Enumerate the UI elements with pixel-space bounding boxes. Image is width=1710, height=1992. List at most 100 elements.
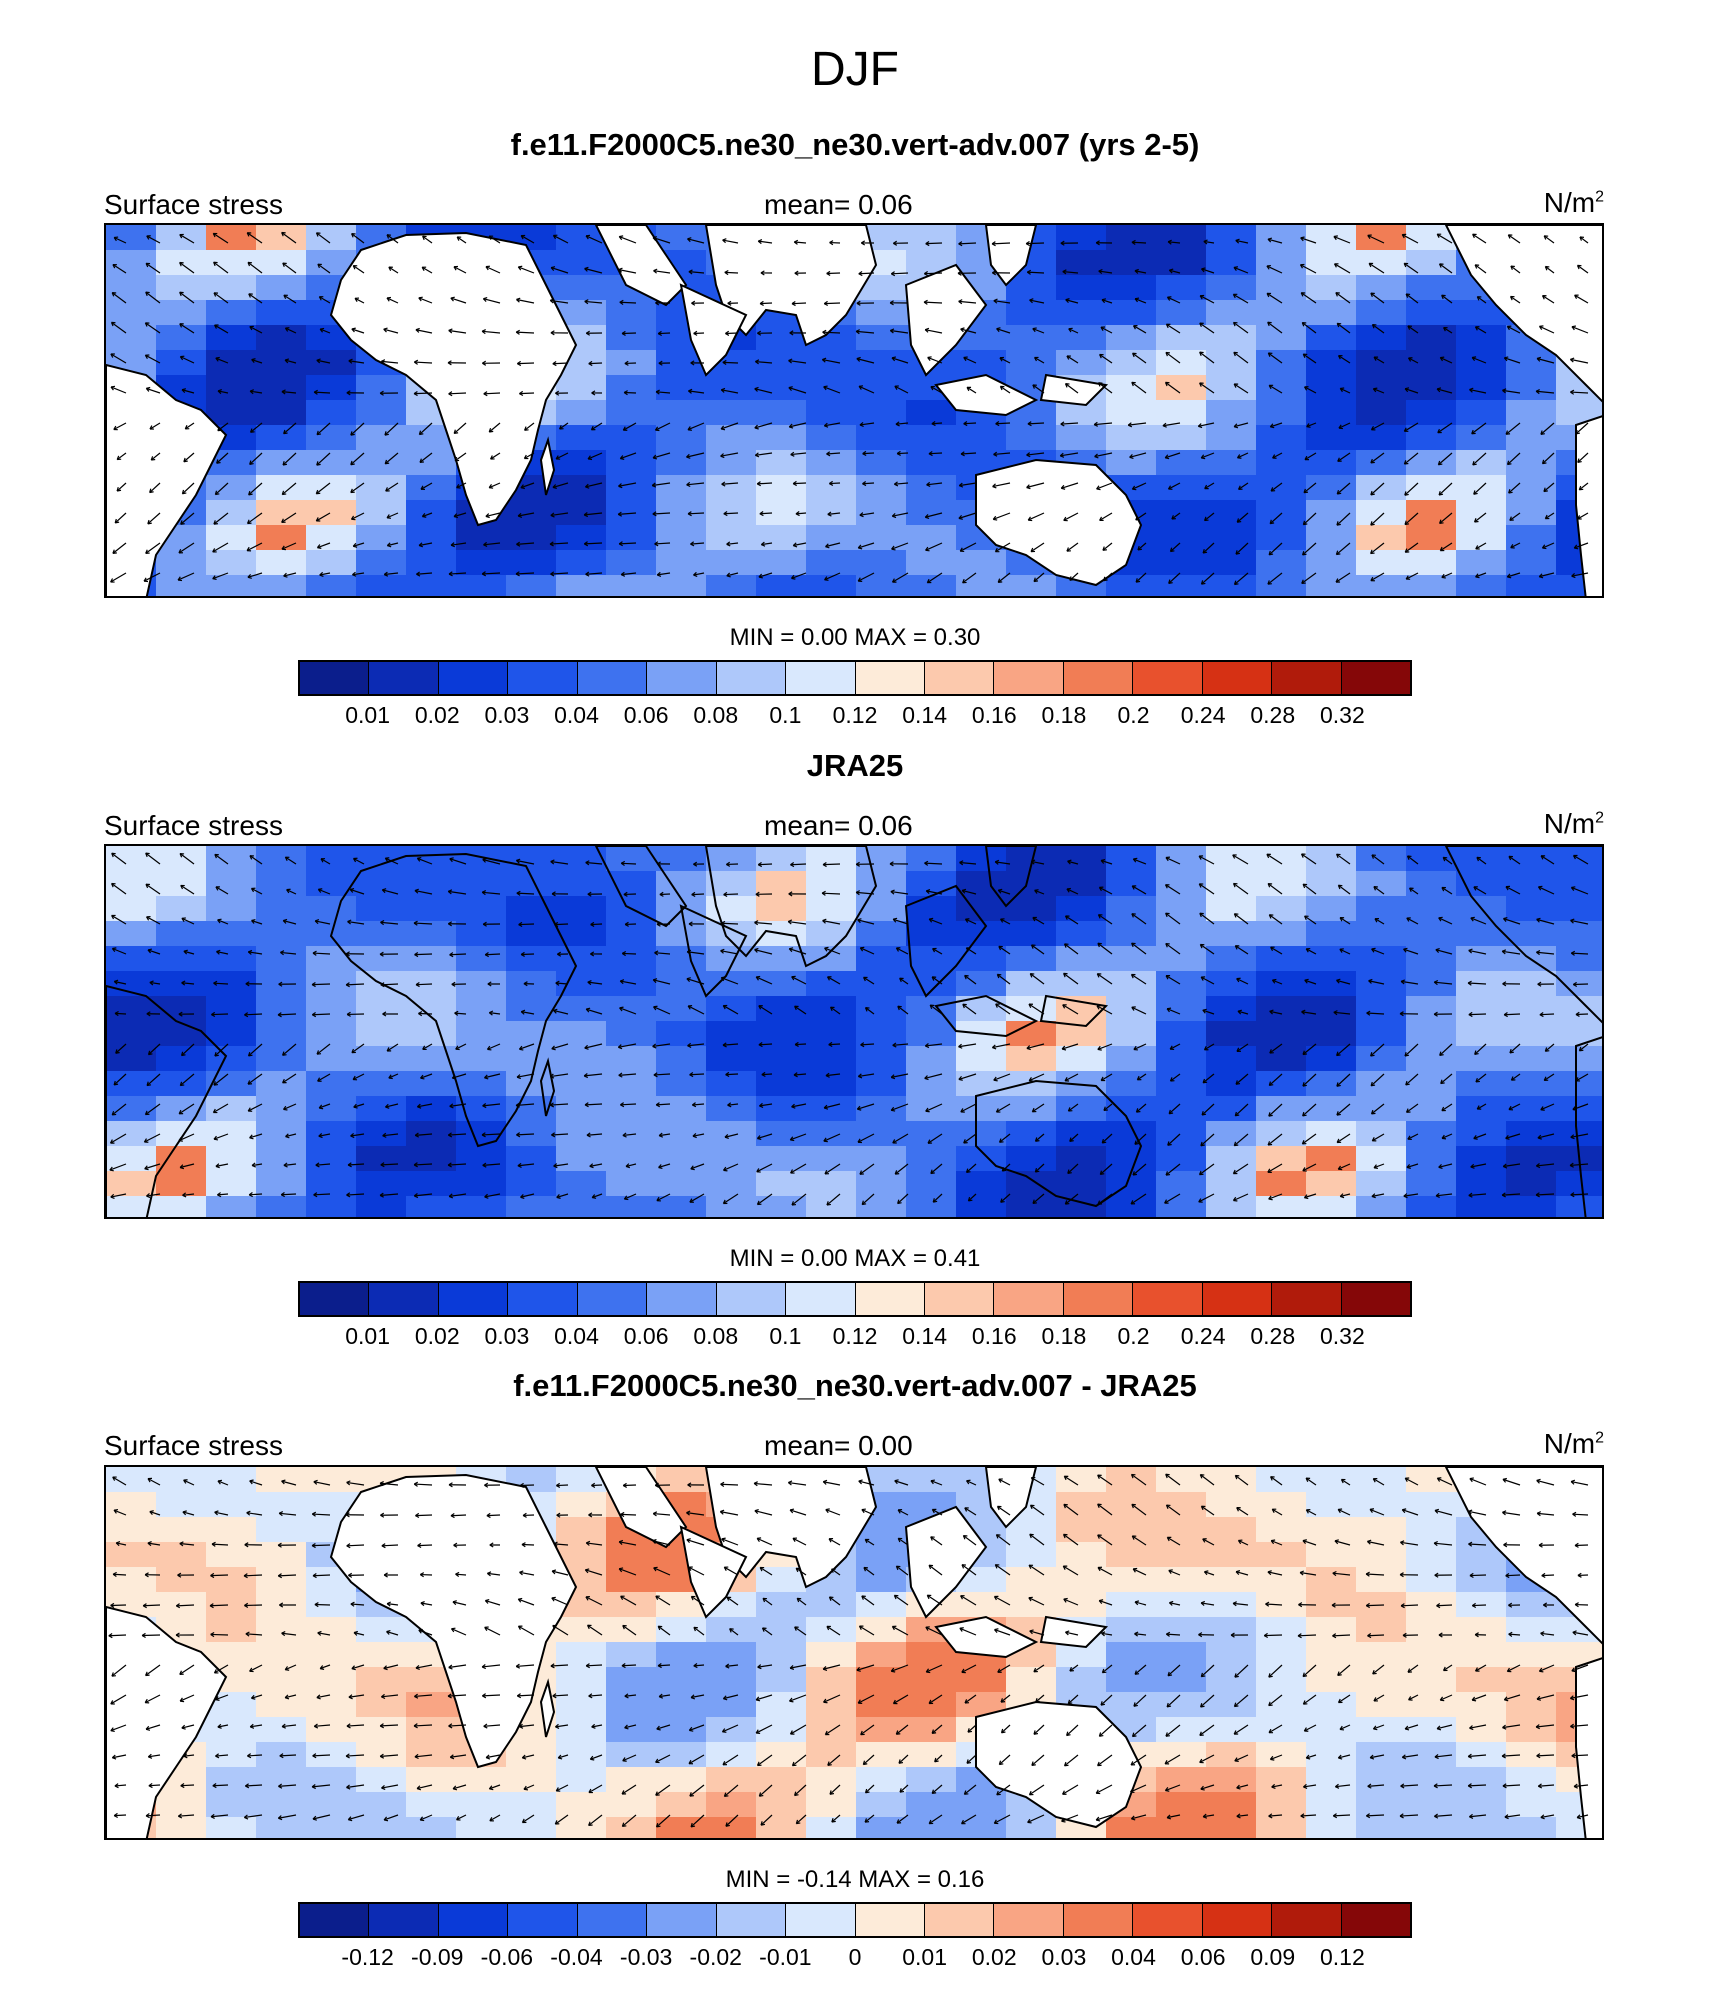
stress-vector-head <box>691 1102 697 1108</box>
stress-vector-head <box>1035 1698 1040 1703</box>
stress-vector <box>1337 1163 1351 1170</box>
field-cell <box>1006 896 1057 922</box>
stress-vector-head <box>1098 1732 1104 1737</box>
stress-vector-head <box>1100 326 1106 331</box>
stress-vector <box>1032 328 1045 334</box>
stress-vectors <box>108 1473 1589 1828</box>
field-cell <box>1006 325 1057 351</box>
panel-3-units-label: N/m2 <box>1543 1428 1604 1459</box>
stress-vector <box>861 1595 875 1606</box>
stress-vector <box>519 392 535 395</box>
stress-vector-head <box>1536 1511 1542 1517</box>
stress-vector-head <box>180 884 185 890</box>
stress-vector-head <box>520 484 525 490</box>
stress-vector <box>585 861 603 865</box>
stress-vector-head <box>992 483 997 489</box>
stress-vector <box>248 1043 263 1057</box>
stress-vector-head <box>312 1815 317 1821</box>
stress-vector <box>283 919 297 925</box>
field-cell <box>1506 500 1557 526</box>
stress-vector-head <box>381 1693 386 1700</box>
stress-vector-head <box>109 1139 115 1144</box>
stress-vector <box>111 1664 127 1677</box>
stress-vector <box>315 920 331 925</box>
stress-vector <box>791 1103 807 1108</box>
stress-vector <box>1475 1664 1487 1672</box>
stress-vector <box>1507 1664 1521 1672</box>
stress-vector-head <box>178 1137 183 1142</box>
stress-vector <box>1340 1193 1351 1198</box>
stress-vector-head <box>963 356 968 362</box>
stress-vector-head <box>215 1163 220 1169</box>
stress-vector-head <box>353 1103 358 1109</box>
stress-vector <box>1168 241 1181 244</box>
stress-vector <box>1298 1634 1317 1637</box>
field-cell <box>906 1667 957 1693</box>
stress-vector <box>419 452 433 463</box>
colorbar-tick-label: 0 <box>848 1944 862 1970</box>
stress-vector-head <box>655 1822 661 1828</box>
stress-vector <box>1202 1538 1215 1546</box>
stress-vector-head <box>1470 1163 1475 1169</box>
stress-vector-head <box>385 1103 390 1109</box>
stress-vector <box>182 1193 195 1196</box>
stress-vector-head <box>960 1108 965 1113</box>
stress-vector <box>826 1193 841 1206</box>
stress-vector <box>1202 1073 1215 1084</box>
stress-vector-head <box>1569 1162 1574 1168</box>
stress-vector-head <box>890 889 895 895</box>
stress-vector <box>246 1512 263 1516</box>
stress-vector <box>247 572 263 578</box>
stress-vector-head <box>1268 1728 1274 1734</box>
stress-vector <box>415 1133 433 1136</box>
stress-vector <box>794 1005 807 1015</box>
stress-vector <box>1268 1073 1283 1086</box>
stress-vector <box>1030 1504 1045 1516</box>
stress-vector-head <box>449 1754 455 1760</box>
stress-vector <box>754 388 773 394</box>
stress-vector <box>1234 572 1249 585</box>
field-cell <box>456 1196 507 1217</box>
stress-vector-head <box>1543 235 1549 240</box>
stress-vector-head <box>1367 1633 1372 1639</box>
stress-vector <box>1132 1163 1147 1176</box>
stress-vector <box>522 1754 535 1759</box>
stress-vector-head <box>447 1132 453 1138</box>
stress-vector <box>652 512 671 515</box>
stress-vector <box>418 542 433 547</box>
field-cell <box>206 1171 257 1197</box>
field-cell <box>306 1467 357 1493</box>
field-cell <box>1356 425 1407 451</box>
stress-vector-head <box>824 1170 830 1175</box>
stress-vector <box>793 542 807 547</box>
stress-vector-head <box>932 947 937 953</box>
stress-vector <box>452 1784 467 1790</box>
stress-vector <box>1576 1814 1589 1819</box>
stress-vector <box>891 1664 909 1672</box>
stress-vector <box>417 857 433 865</box>
stress-vector <box>382 1133 399 1137</box>
stress-vector <box>1302 1540 1317 1546</box>
stress-vector <box>516 298 535 304</box>
stress-vector-head <box>930 1169 935 1175</box>
stress-vector-head <box>993 451 998 457</box>
field-cell <box>1206 1492 1257 1518</box>
stress-vector <box>147 949 161 955</box>
stress-vector <box>1300 1571 1317 1576</box>
stress-vector-head <box>557 951 562 957</box>
field-cell <box>1356 1542 1407 1568</box>
stress-vector <box>1403 1193 1419 1197</box>
field-cell <box>956 1121 1007 1147</box>
colorbar-tick-label: 0.09 <box>1250 1944 1296 1970</box>
field-cell <box>706 1692 757 1718</box>
stress-vector <box>448 329 467 334</box>
stress-vector-head <box>555 1723 560 1729</box>
stress-vector <box>1000 918 1011 925</box>
stress-vector-head <box>1303 1727 1309 1732</box>
stress-vector <box>659 1133 671 1137</box>
stress-vector <box>550 1103 569 1106</box>
stress-vector-head <box>889 861 894 867</box>
stress-vector-head <box>1068 327 1073 333</box>
stress-vector <box>285 327 297 334</box>
stress-vector <box>245 1633 263 1636</box>
